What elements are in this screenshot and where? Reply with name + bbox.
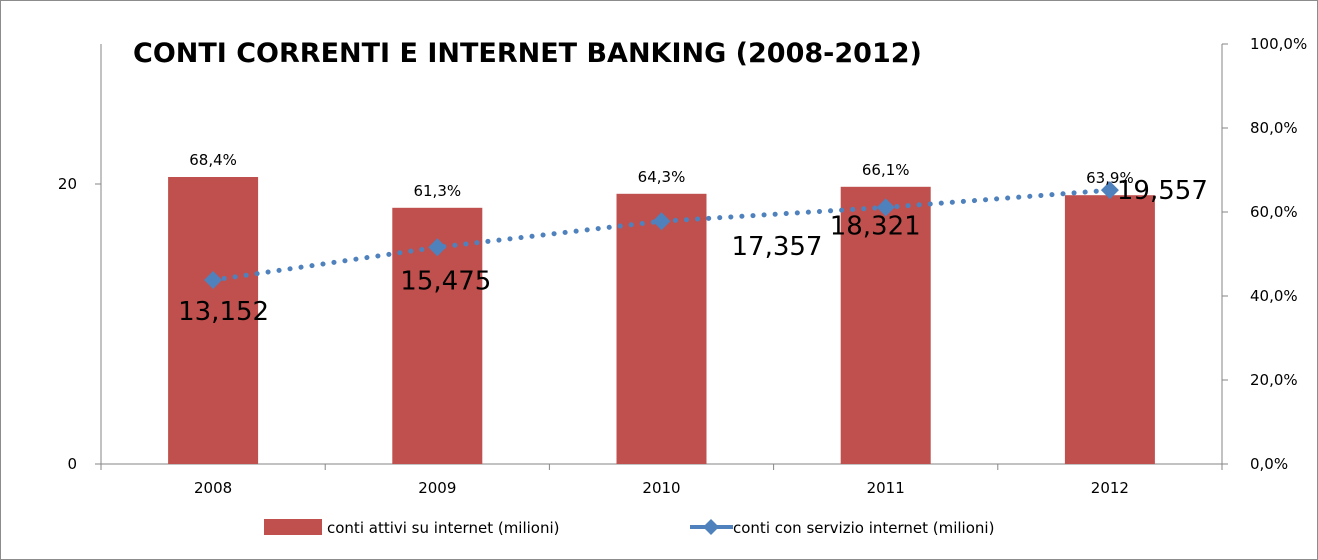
x-tick-label: 2009 xyxy=(418,479,456,497)
bar-data-label: 63,9% xyxy=(1086,169,1134,187)
right-tick-label: 40,0% xyxy=(1250,287,1298,305)
right-tick-label: 60,0% xyxy=(1250,203,1298,221)
x-tick-label: 2012 xyxy=(1091,479,1129,497)
right-tick-label: 0,0% xyxy=(1250,455,1288,473)
right-tick-label: 20,0% xyxy=(1250,371,1298,389)
legend: conti attivi su internet (milioni) conti … xyxy=(264,519,994,537)
bar xyxy=(616,193,707,465)
left-tick-label: 0 xyxy=(67,455,77,473)
line-data-label: 18,321 xyxy=(830,211,921,241)
bar-data-label: 66,1% xyxy=(862,161,910,179)
right-tick-label: 100,0% xyxy=(1250,35,1307,53)
line-data-label: 13,152 xyxy=(178,297,269,327)
bar-data-label: 68,4% xyxy=(189,151,237,169)
line-point-marker xyxy=(876,198,895,217)
legend-line-marker xyxy=(703,519,719,535)
bar xyxy=(1064,195,1155,464)
x-tick-label: 2010 xyxy=(642,479,680,497)
line-point-marker xyxy=(428,238,447,257)
axes: 0 20 0,0% 20,0% 40,0% 60,0% 80,0% 100,0% 2008 200… xyxy=(58,35,1307,497)
bar-data-label: 61,3% xyxy=(413,182,461,200)
legend-bar-label: conti attivi su internet (milioni) xyxy=(327,519,560,537)
chart-title: CONTI CORRENTI E INTERNET BANKING (2008-… xyxy=(133,38,922,69)
line-point-marker xyxy=(1100,181,1119,200)
line-data-label: 15,475 xyxy=(400,266,491,296)
line-point-marker xyxy=(652,212,671,231)
x-tick-label: 2008 xyxy=(194,479,232,497)
data-labels: 68,4% 61,3% 64,3% 66,1% 63,9% 13,152 15,475 17,… xyxy=(178,151,1208,327)
bar-data-label: 64,3% xyxy=(638,168,686,186)
left-tick-label: 20 xyxy=(58,175,77,193)
line-data-label: 17,357 xyxy=(732,232,823,262)
legend-bar-swatch xyxy=(264,519,322,535)
bar xyxy=(168,177,259,464)
right-tick-label: 80,0% xyxy=(1250,119,1298,137)
bar xyxy=(840,186,931,465)
legend-line-label: conti con servizio internet (milioni) xyxy=(733,519,994,537)
line-data-label: 19,557 xyxy=(1117,176,1208,206)
line-point-marker xyxy=(204,271,223,290)
line-series xyxy=(204,181,1119,290)
x-tick-label: 2011 xyxy=(867,479,905,497)
